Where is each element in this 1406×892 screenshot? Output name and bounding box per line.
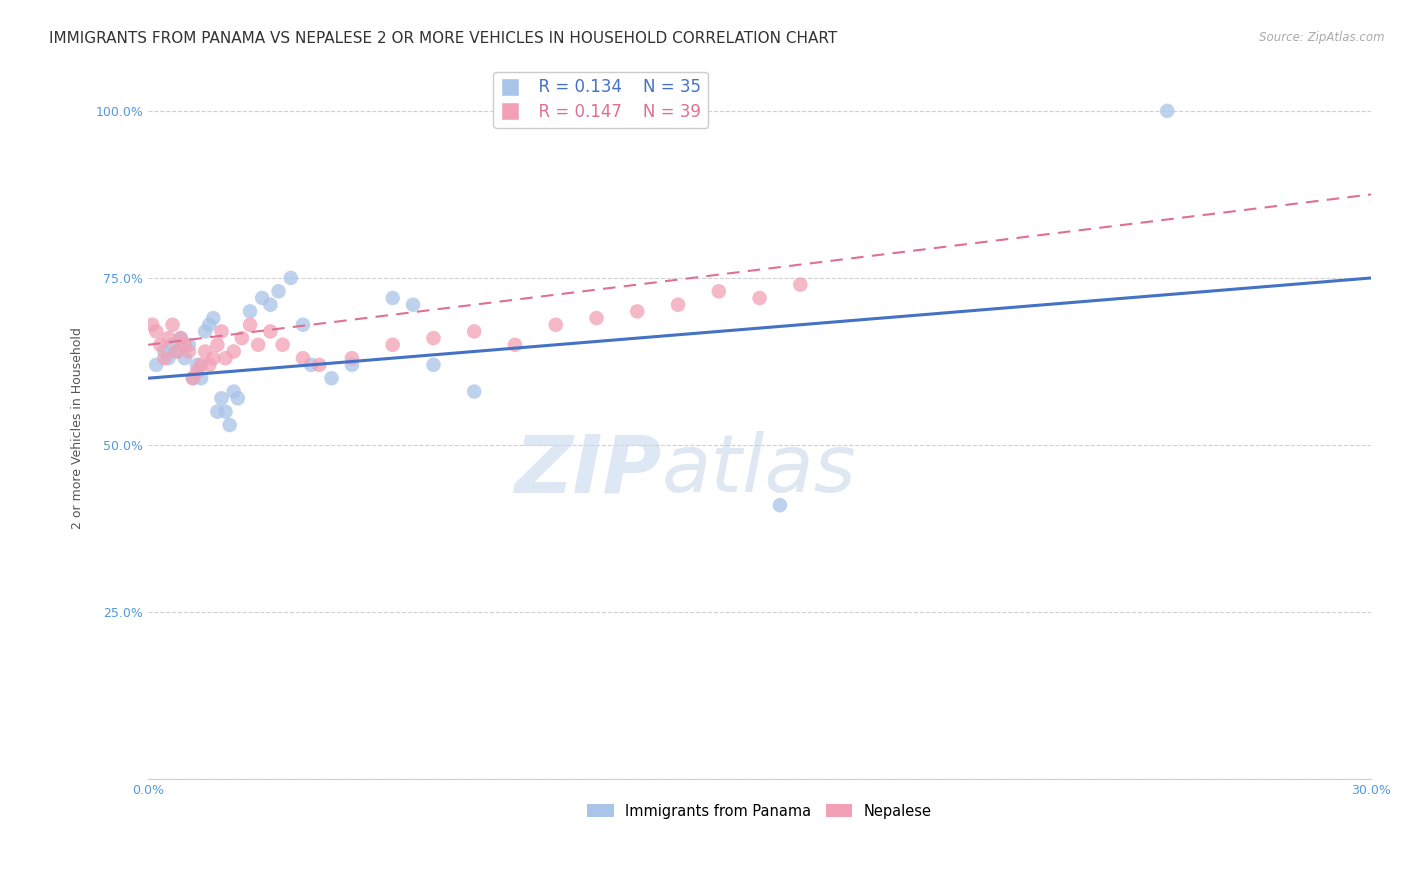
Text: atlas: atlas	[662, 432, 856, 509]
Point	[789, 277, 811, 292]
Point	[231, 331, 253, 345]
Point	[153, 344, 176, 359]
Point	[177, 338, 200, 352]
Point	[166, 344, 188, 359]
Point	[222, 344, 245, 359]
Point	[149, 338, 172, 352]
Point	[157, 351, 180, 366]
Point	[166, 344, 188, 359]
Point	[402, 298, 425, 312]
Point	[1156, 103, 1178, 118]
Point	[666, 298, 689, 312]
Point	[211, 391, 233, 405]
Point	[162, 318, 184, 332]
Point	[190, 371, 212, 385]
Point	[177, 344, 200, 359]
Point	[181, 371, 204, 385]
Point	[194, 344, 217, 359]
Point	[207, 404, 229, 418]
Point	[214, 404, 236, 418]
Point	[626, 304, 648, 318]
Point	[707, 285, 730, 299]
Point	[181, 371, 204, 385]
Point	[267, 285, 290, 299]
Point	[292, 318, 315, 332]
Point	[202, 311, 225, 326]
Point	[381, 338, 404, 352]
Y-axis label: 2 or more Vehicles in Household: 2 or more Vehicles in Household	[72, 327, 84, 529]
Point	[186, 358, 208, 372]
Point	[222, 384, 245, 399]
Point	[299, 358, 322, 372]
Point	[769, 498, 792, 512]
Text: Source: ZipAtlas.com: Source: ZipAtlas.com	[1260, 31, 1385, 45]
Point	[145, 325, 167, 339]
Point	[157, 331, 180, 345]
Point	[503, 338, 526, 352]
Point	[544, 318, 567, 332]
Point	[170, 331, 193, 345]
Point	[162, 338, 184, 352]
Point	[292, 351, 315, 366]
Point	[141, 318, 163, 332]
Point	[194, 325, 217, 339]
Point	[748, 291, 770, 305]
Point	[218, 417, 240, 432]
Point	[198, 318, 221, 332]
Point	[463, 325, 485, 339]
Point	[340, 358, 363, 372]
Point	[585, 311, 607, 326]
Point	[202, 351, 225, 366]
Point	[259, 325, 281, 339]
Point	[239, 304, 262, 318]
Point	[214, 351, 236, 366]
Point	[463, 384, 485, 399]
Point	[173, 351, 195, 366]
Point	[321, 371, 343, 385]
Point	[280, 271, 302, 285]
Point	[259, 298, 281, 312]
Point	[153, 351, 176, 366]
Point	[252, 291, 274, 305]
Point	[198, 358, 221, 372]
Point	[422, 331, 444, 345]
Legend: Immigrants from Panama, Nepalese: Immigrants from Panama, Nepalese	[582, 798, 938, 824]
Point	[145, 358, 167, 372]
Point	[381, 291, 404, 305]
Text: IMMIGRANTS FROM PANAMA VS NEPALESE 2 OR MORE VEHICLES IN HOUSEHOLD CORRELATION C: IMMIGRANTS FROM PANAMA VS NEPALESE 2 OR …	[49, 31, 838, 46]
Point	[247, 338, 270, 352]
Point	[226, 391, 249, 405]
Point	[340, 351, 363, 366]
Text: ZIP: ZIP	[515, 432, 662, 509]
Point	[422, 358, 444, 372]
Point	[186, 365, 208, 379]
Point	[308, 358, 330, 372]
Point	[239, 318, 262, 332]
Point	[207, 338, 229, 352]
Point	[190, 358, 212, 372]
Point	[271, 338, 294, 352]
Point	[211, 325, 233, 339]
Point	[173, 338, 195, 352]
Point	[170, 331, 193, 345]
